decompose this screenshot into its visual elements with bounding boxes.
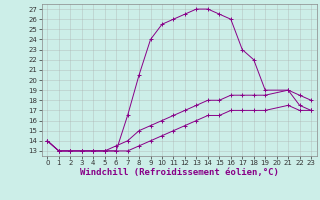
X-axis label: Windchill (Refroidissement éolien,°C): Windchill (Refroidissement éolien,°C) [80,168,279,177]
